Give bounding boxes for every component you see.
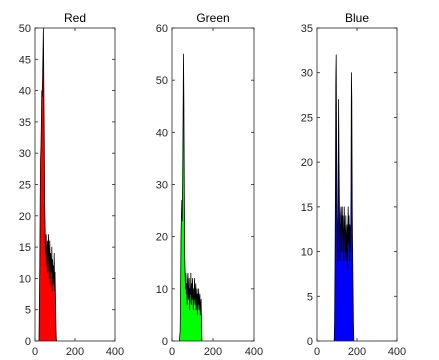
blue-y-tick-label: 30 [301,68,313,80]
green-y-tick-label: 10 [156,284,168,296]
red-y-tick-label: 20 [19,211,31,223]
green-x-tick-label: 200 [204,346,222,358]
red-y-tick-label: 35 [19,117,31,129]
red-y-tick-label: 45 [19,54,31,66]
green-y-tick-label: 40 [156,127,168,139]
blue-histogram-fill [334,54,354,341]
green-chart-title: Green [196,11,229,25]
green-x-tick-label: 400 [245,346,263,358]
blue-y-tick-label: 15 [301,202,313,214]
blue-chart-title: Blue [345,11,369,25]
red-y-tick-label: 40 [19,86,31,98]
green-histogram-outline [178,53,203,341]
red-y-tick-label: 15 [19,242,31,254]
green-x-tick-label: 0 [169,346,175,358]
green-histogram-panel: 0 10 20 30 40 50 60 0 200 400 Green [156,11,263,358]
green-y-tick-label: 0 [162,336,168,348]
green-y-tick-label: 20 [156,232,168,244]
green-y-tick-label: 50 [156,75,168,87]
blue-y-tick-label: 35 [301,23,313,35]
red-y-tick-label: 5 [25,305,31,317]
green-y-tick-label: 60 [156,23,168,35]
blue-x-tick-label: 0 [314,346,320,358]
red-y-tick-label: 50 [19,23,31,35]
blue-histogram-panel: 0 5 10 15 20 25 30 35 0 200 400 Blue [301,11,406,358]
blue-histogram-outline [333,54,355,341]
red-y-tick-label: 30 [19,148,31,160]
blue-x-tick-label: 400 [388,346,406,358]
red-y-tick-label: 25 [19,180,31,192]
green-y-tick-label: 30 [156,180,168,192]
red-x-tick-label: 0 [32,346,38,358]
red-chart-title: Red [64,11,86,25]
red-histogram-panel: 0 5 10 15 20 25 30 35 40 45 50 0 200 400 Red [19,11,124,358]
red-x-tick-label: 200 [66,346,84,358]
blue-y-tick-label: 25 [301,112,313,124]
blue-plot-area [317,28,397,341]
blue-y-tick-label: 10 [301,247,313,259]
blue-y-tick-label: 0 [307,336,313,348]
blue-y-tick-label: 20 [301,157,313,169]
red-y-tick-label: 10 [19,273,31,285]
blue-x-tick-label: 200 [348,346,366,358]
red-histogram-fill [39,28,57,341]
red-histogram-outline [38,28,57,341]
blue-y-tick-label: 5 [307,291,313,303]
red-x-tick-label: 400 [106,346,124,358]
red-y-tick-label: 0 [25,336,31,348]
